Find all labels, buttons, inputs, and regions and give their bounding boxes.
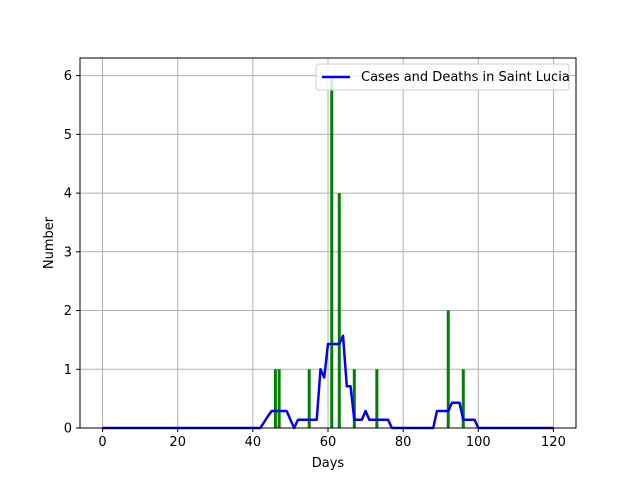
y-tick-label: 4 xyxy=(64,187,72,202)
bar xyxy=(446,310,450,428)
legend-box xyxy=(315,63,570,91)
bar xyxy=(375,369,379,428)
y-tick-label: 2 xyxy=(64,304,72,319)
bars xyxy=(273,75,465,428)
legend: Cases and Deaths in Saint Lucia xyxy=(315,63,570,91)
y-tick-label: 3 xyxy=(64,245,72,260)
bar xyxy=(277,369,281,428)
bar xyxy=(337,193,341,428)
y-tick-label: 5 xyxy=(64,128,72,143)
bar xyxy=(307,369,311,428)
bar xyxy=(330,75,334,428)
x-tick-label: 40 xyxy=(245,435,262,450)
y-tick-label: 6 xyxy=(64,69,72,84)
x-tick-label: 120 xyxy=(541,435,566,450)
x-tick-label: 80 xyxy=(395,435,412,450)
x-axis-label: Days xyxy=(312,456,345,471)
legend-label: Cases and Deaths in Saint Lucia xyxy=(361,70,570,85)
y-axis-label: Number xyxy=(42,216,57,269)
bar xyxy=(273,369,277,428)
y-axis: 0 1 2 3 4 5 6 xyxy=(64,69,80,437)
x-tick-label: 20 xyxy=(169,435,186,450)
bar xyxy=(461,369,465,428)
series-line xyxy=(102,334,554,430)
series-lines xyxy=(102,334,554,430)
x-axis: 0 20 40 60 80 100 120 xyxy=(98,428,566,450)
bar xyxy=(352,369,356,428)
y-tick-label: 0 xyxy=(64,422,72,437)
x-tick-label: 0 xyxy=(98,435,106,450)
x-tick-label: 100 xyxy=(466,435,491,450)
x-tick-label: 60 xyxy=(320,435,337,450)
y-tick-label: 1 xyxy=(64,363,72,378)
